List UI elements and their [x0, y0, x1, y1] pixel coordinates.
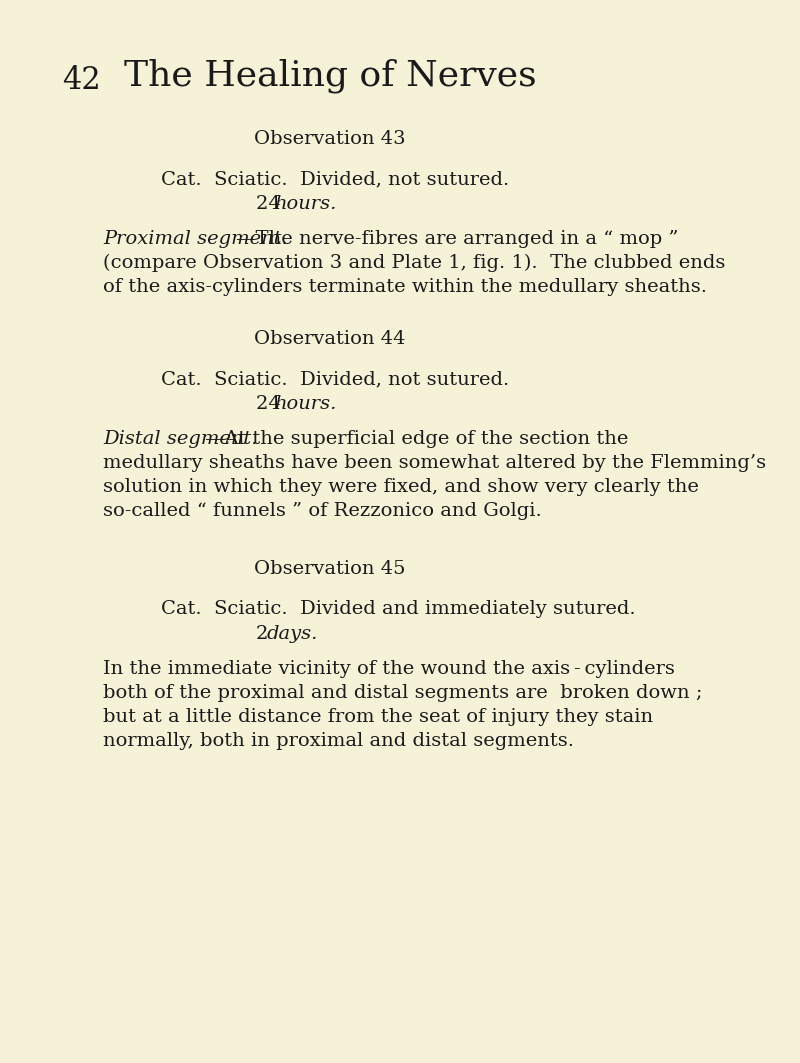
Text: Cat.  Sciatic.  Divided, not sutured.: Cat. Sciatic. Divided, not sutured.: [161, 370, 509, 388]
Text: Observation 45: Observation 45: [254, 560, 406, 578]
Text: hours.: hours.: [274, 195, 336, 213]
Text: 24: 24: [256, 195, 286, 213]
Text: The Healing of Nerves: The Healing of Nerves: [124, 58, 536, 92]
Text: Proximal segment.: Proximal segment.: [103, 230, 288, 248]
Text: Cat.  Sciatic.  Divided, not sutured.: Cat. Sciatic. Divided, not sutured.: [161, 170, 509, 188]
Text: both of the proximal and distal segments are  broken down ;: both of the proximal and distal segments…: [103, 684, 702, 702]
Text: solution in which they were fixed, and show very clearly the: solution in which they were fixed, and s…: [103, 478, 699, 496]
Text: but at a little distance from the seat of injury they stain: but at a little distance from the seat o…: [103, 708, 654, 726]
Text: medullary sheaths have been somewhat altered by the Flemming’s: medullary sheaths have been somewhat alt…: [103, 454, 766, 472]
Text: —At the superficial edge of the section the: —At the superficial edge of the section …: [205, 431, 628, 448]
Text: In the immediate vicinity of the wound the axis - cylinders: In the immediate vicinity of the wound t…: [103, 660, 675, 678]
Text: —The nerve-fibres are arranged in a “ mop ”: —The nerve-fibres are arranged in a “ mo…: [236, 230, 678, 248]
Text: of the axis-cylinders terminate within the medullary sheaths.: of the axis-cylinders terminate within t…: [103, 279, 707, 296]
Text: 42: 42: [62, 65, 101, 96]
Text: Observation 43: Observation 43: [254, 130, 406, 148]
Text: Distal segment.: Distal segment.: [103, 431, 258, 448]
Text: (compare Observation 3 and Plate 1, fig. 1).  The clubbed ends: (compare Observation 3 and Plate 1, fig.…: [103, 254, 726, 272]
Text: hours.: hours.: [274, 395, 336, 414]
Text: 24: 24: [256, 395, 286, 414]
Text: normally, both in proximal and distal segments.: normally, both in proximal and distal se…: [103, 732, 574, 750]
Text: days.: days.: [266, 625, 318, 643]
Text: Observation 44: Observation 44: [254, 330, 406, 348]
Text: Cat.  Sciatic.  Divided and immediately sutured.: Cat. Sciatic. Divided and immediately su…: [161, 600, 635, 618]
Text: 2: 2: [256, 625, 274, 643]
Text: so-called “ funnels ” of Rezzonico and Golgi.: so-called “ funnels ” of Rezzonico and G…: [103, 502, 542, 520]
